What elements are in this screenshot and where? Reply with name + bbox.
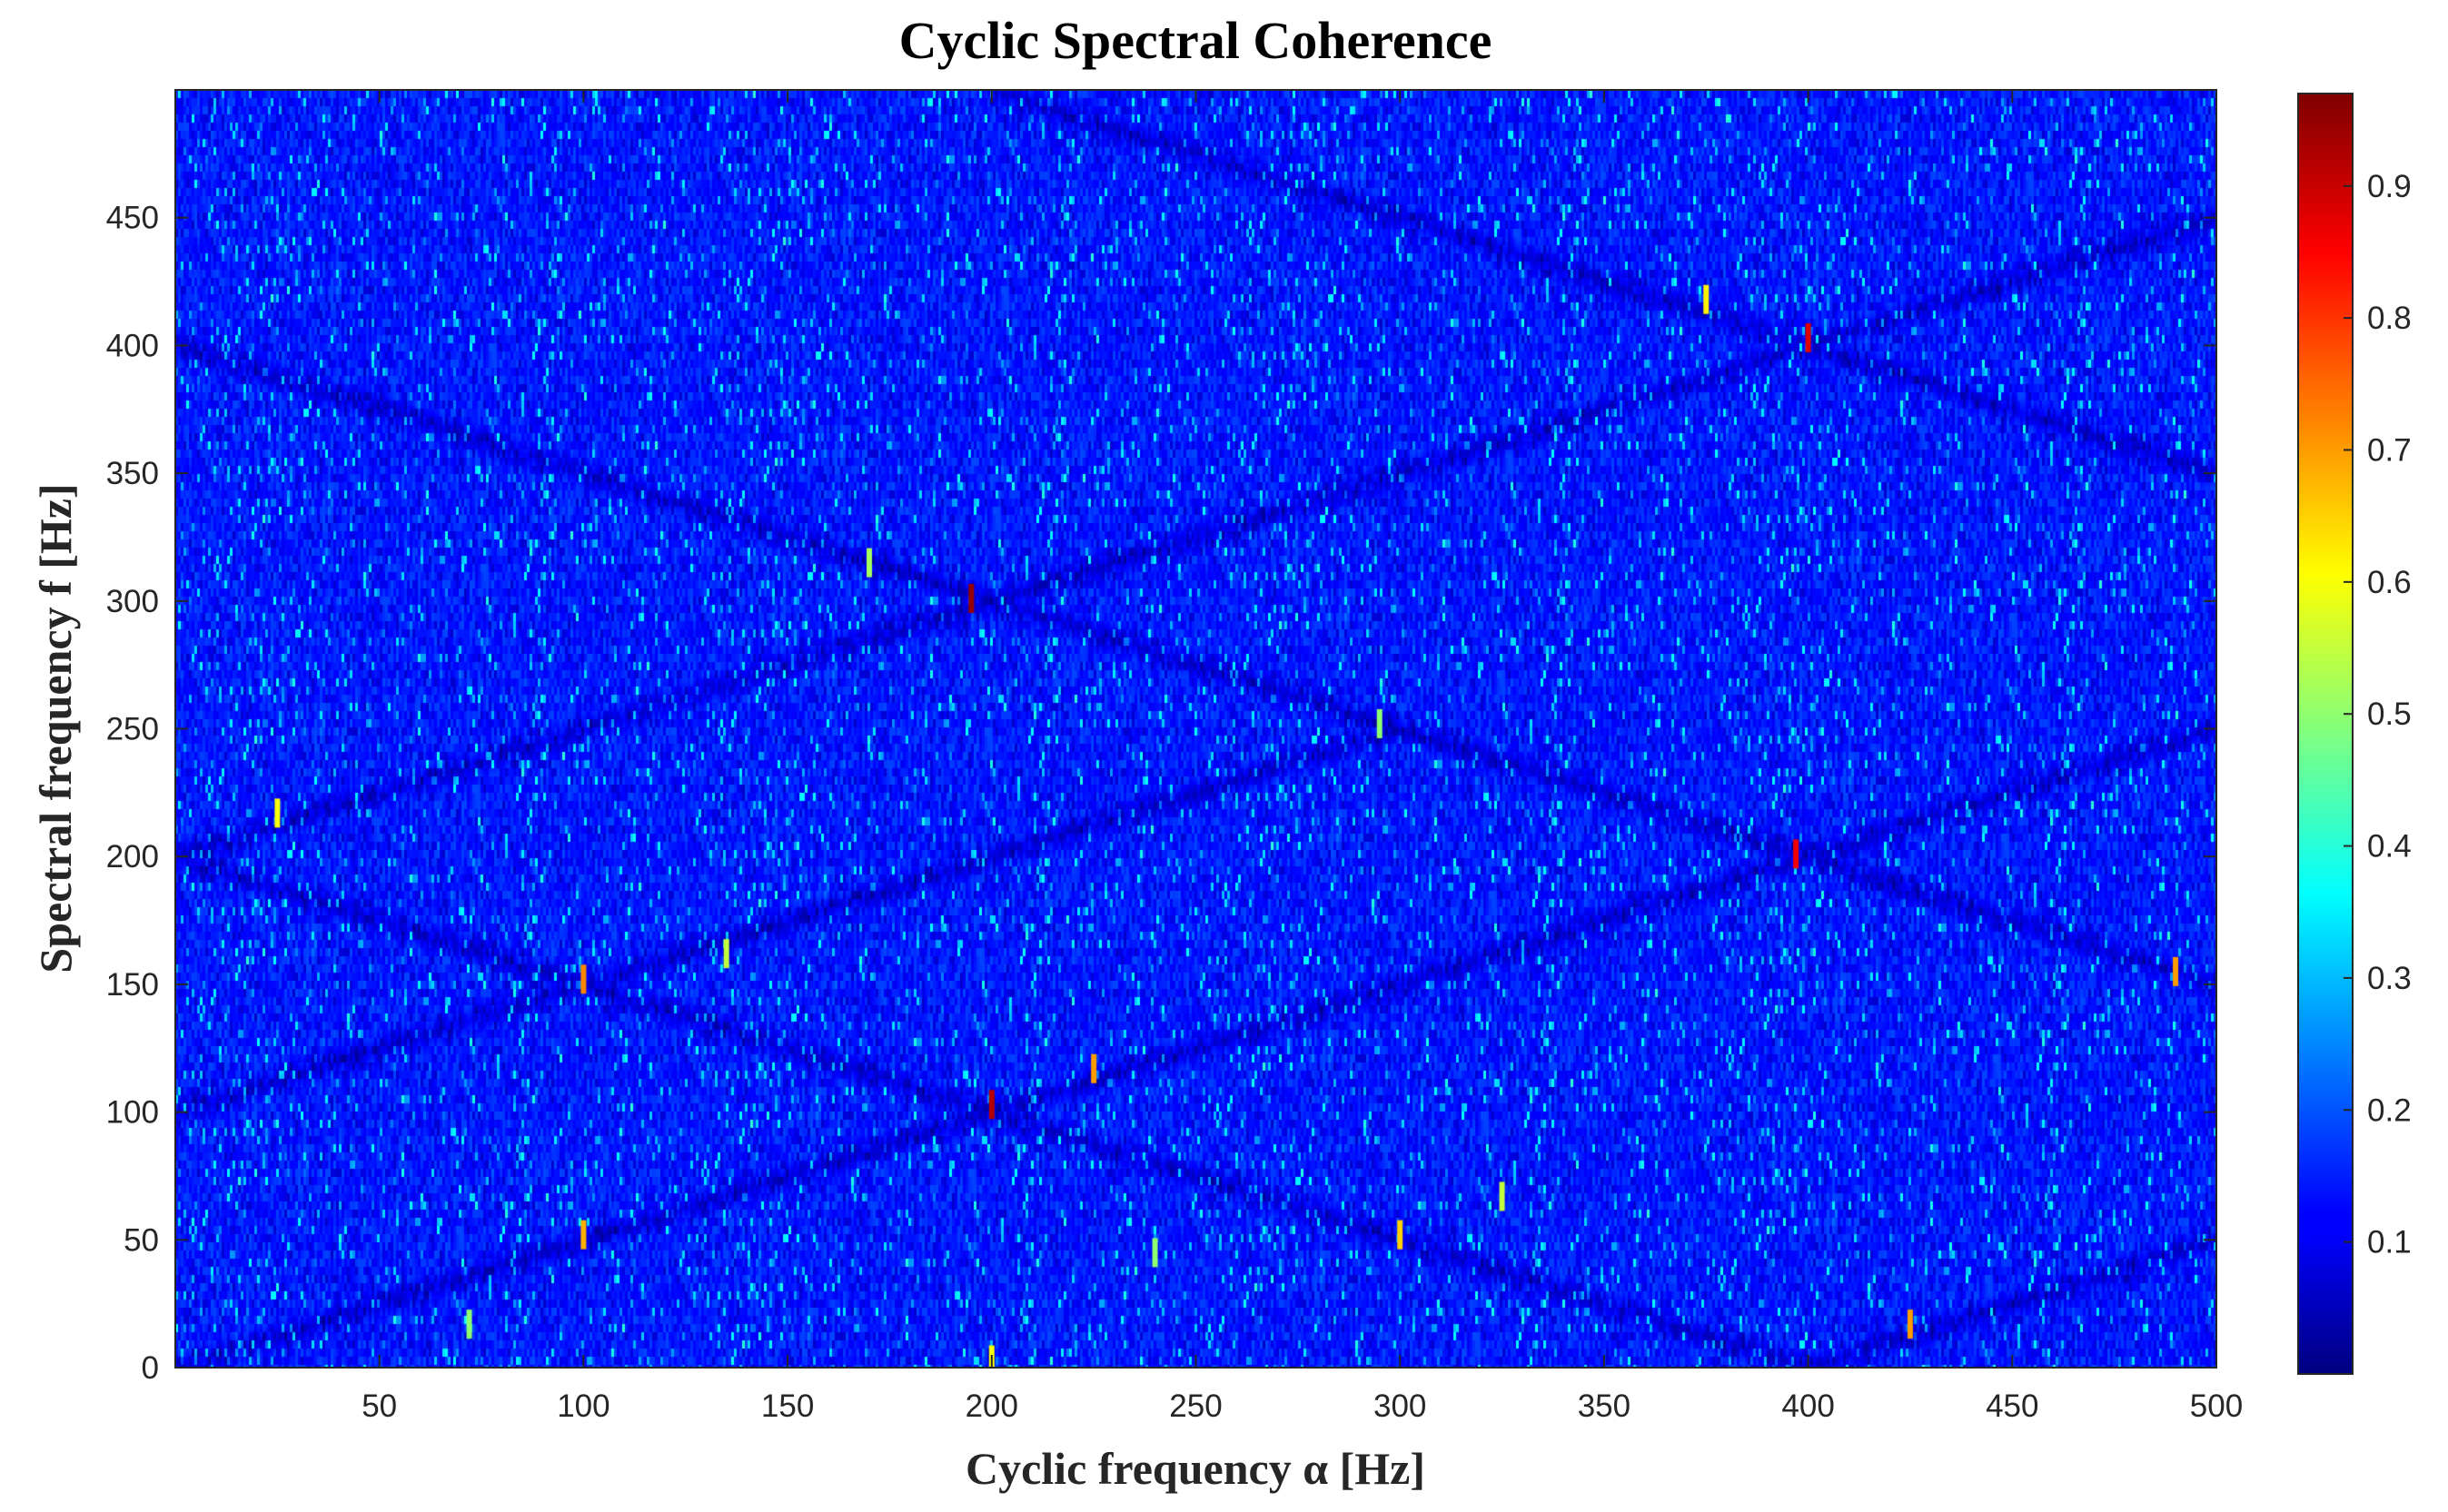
colorbar-tick-label: 0.2 <box>2367 1092 2412 1128</box>
y-tick-label: 350 <box>106 456 159 491</box>
colorbar-axis: 0.1 0.2 0.3 0.4 0.5 0.6 0.7 0.8 0.9 <box>2344 169 2412 1260</box>
x-tick-label: 300 <box>1373 1388 1426 1424</box>
x-tick-label: 100 <box>557 1388 610 1424</box>
colorbar-tick-label: 0.1 <box>2367 1225 2412 1260</box>
x-tick-label: 350 <box>1578 1388 1630 1424</box>
heatmap-image <box>175 90 2216 1368</box>
x-tick-label: 400 <box>1781 1388 1834 1424</box>
colorbar-tick-label: 0.4 <box>2367 829 2412 865</box>
colorbar-tick-label: 0.8 <box>2367 301 2412 336</box>
colorbar-tick-label: 0.9 <box>2367 169 2412 204</box>
y-tick-label: 50 <box>124 1222 159 1258</box>
y-tick-label: 200 <box>106 839 159 875</box>
y-tick-label: 150 <box>106 967 159 1003</box>
plot-frame <box>174 89 2217 1369</box>
y-tick-label: 0 <box>142 1350 159 1386</box>
colorbar-tick-label: 0.3 <box>2367 961 2412 996</box>
x-tick-label: 200 <box>966 1388 1018 1424</box>
x-axis: 50 100 150 200 250 300 350 400 450 500 <box>362 90 2243 1424</box>
y-tick-label: 100 <box>106 1095 159 1131</box>
x-tick-label: 150 <box>761 1388 814 1424</box>
y-tick-label: 450 <box>106 201 159 236</box>
y-tick-label: 400 <box>106 328 159 363</box>
chart-title: Cyclic Spectral Coherence <box>899 11 1492 70</box>
y-tick-label: 300 <box>106 584 159 619</box>
colorbar-tick-label: 0.5 <box>2367 697 2412 732</box>
x-tick-label: 500 <box>2190 1388 2243 1424</box>
y-tick-label: 250 <box>106 712 159 747</box>
colorbar <box>2297 93 2354 1375</box>
colorbar-tick-label: 0.6 <box>2367 565 2412 600</box>
x-tick-label: 250 <box>1169 1388 1222 1424</box>
x-axis-label: Cyclic frequency α [Hz] <box>966 1443 1425 1494</box>
x-tick-label: 450 <box>1986 1388 2038 1424</box>
y-axis-label: Spectral frequency f [Hz] <box>30 483 81 973</box>
colorbar-tick-label: 0.7 <box>2367 432 2412 468</box>
y-axis: 0 50 100 150 200 250 300 350 400 450 <box>106 201 2216 1386</box>
x-tick-label: 50 <box>362 1388 397 1424</box>
